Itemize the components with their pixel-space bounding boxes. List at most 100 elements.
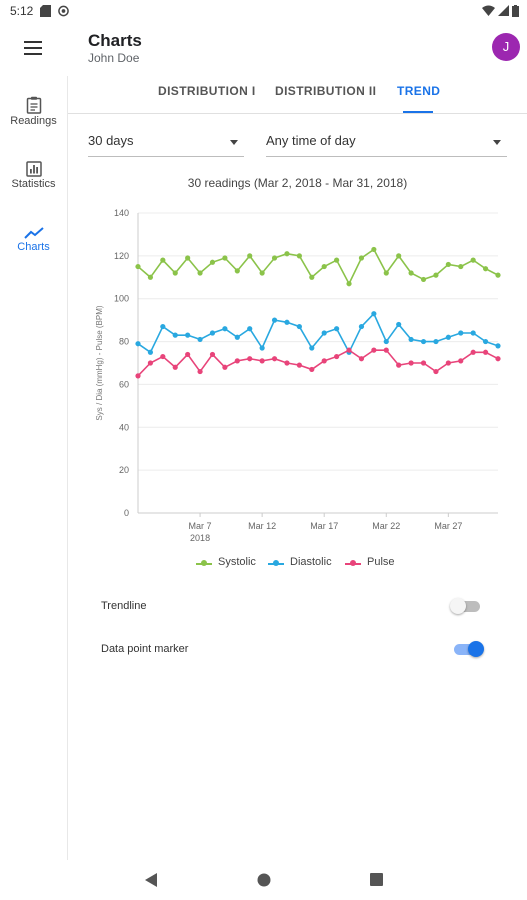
time-of-day-value: Any time of day xyxy=(266,133,356,148)
back-icon[interactable] xyxy=(144,872,158,888)
data-point-marker-toggle[interactable] xyxy=(452,640,486,658)
y-tick-label: 20 xyxy=(119,465,129,475)
legend-marker xyxy=(350,560,356,566)
period-dropdown[interactable]: 30 days xyxy=(88,130,244,157)
pulse-data-point xyxy=(495,356,501,362)
systolic-data-point xyxy=(371,246,377,253)
diastolic-data-point xyxy=(383,338,389,345)
nav-label: Charts xyxy=(17,241,50,253)
pulse-data-point xyxy=(185,351,191,358)
chart-title: 30 readings (Mar 2, 2018 - Mar 31, 2018) xyxy=(187,176,408,190)
pulse-data-point xyxy=(197,368,203,375)
systolic-data-point xyxy=(383,270,389,276)
systolic-data-point xyxy=(209,259,216,265)
recents-icon[interactable] xyxy=(370,873,383,886)
systolic-data-point xyxy=(445,261,451,268)
x-tick-label: Mar 12 xyxy=(248,521,276,531)
trendline-toggle[interactable] xyxy=(450,597,484,615)
pulse-data-point xyxy=(271,356,278,362)
y-axis-title: Sys / Dia (mmHg) - Pulse (BPM) xyxy=(95,305,104,420)
diastolic-data-point xyxy=(209,330,216,336)
systolic-data-point xyxy=(271,255,278,261)
pulse-data-point xyxy=(209,351,216,358)
pulse-data-point xyxy=(420,360,427,366)
pulse-data-point xyxy=(296,362,302,368)
home-icon[interactable] xyxy=(257,873,271,887)
y-tick-label: 40 xyxy=(119,422,129,432)
diastolic-data-point xyxy=(495,343,501,349)
page-title: Charts xyxy=(88,31,142,50)
systolic-data-point xyxy=(296,253,302,259)
y-tick-label: 80 xyxy=(119,337,129,347)
wifi-icon xyxy=(482,5,495,16)
pulse-data-point xyxy=(334,353,340,360)
tab-distribution-2[interactable]: DISTRIBUTION II xyxy=(275,84,377,98)
y-tick-label: 0 xyxy=(124,508,129,518)
systolic-data-point xyxy=(197,270,203,276)
diastolic-series-line xyxy=(137,312,499,355)
diastolic-data-point xyxy=(271,317,278,323)
nav-item-charts[interactable]: Charts xyxy=(0,226,67,253)
pulse-data-point xyxy=(408,360,414,366)
legend-marker xyxy=(273,560,279,566)
diastolic-data-point xyxy=(160,323,166,330)
diastolic-data-point xyxy=(234,334,240,340)
tab-trend[interactable]: TREND xyxy=(397,84,441,98)
diastolic-data-point xyxy=(396,321,402,328)
y-tick-label: 140 xyxy=(114,208,129,218)
systolic-data-point xyxy=(420,276,427,283)
nav-item-statistics[interactable]: Statistics xyxy=(0,161,67,190)
pulse-data-point xyxy=(172,364,178,370)
chevron-down-icon xyxy=(493,140,501,145)
tab-distribution-1[interactable]: DISTRIBUTION I xyxy=(158,84,256,98)
diastolic-data-point xyxy=(222,326,228,332)
diastolic-data-point xyxy=(482,338,489,345)
bar-chart-icon xyxy=(25,161,42,177)
pulse-data-point xyxy=(445,360,451,366)
trendline-label: Trendline xyxy=(101,600,147,612)
diastolic-data-point xyxy=(309,345,315,351)
pulse-data-point xyxy=(433,368,439,375)
systolic-data-point xyxy=(185,255,191,261)
systolic-series-line xyxy=(137,248,499,286)
menu-icon[interactable] xyxy=(24,41,42,55)
systolic-data-point xyxy=(408,270,414,276)
diastolic-data-point xyxy=(371,311,377,317)
x-tick-label: Mar 7 xyxy=(189,521,212,531)
diastolic-data-point xyxy=(470,330,476,336)
pulse-series-line xyxy=(137,349,499,377)
diastolic-data-point xyxy=(420,338,427,345)
systolic-data-point xyxy=(259,270,265,276)
avatar[interactable]: J xyxy=(492,33,520,61)
x-tick-label: Mar 22 xyxy=(372,521,400,531)
switch-track xyxy=(452,601,480,612)
y-tick-label: 120 xyxy=(114,251,129,261)
diastolic-data-point xyxy=(445,334,451,340)
pulse-data-point xyxy=(135,373,141,379)
status-time: 5:12 xyxy=(10,4,34,18)
pulse-data-point xyxy=(160,353,166,360)
diastolic-data-point xyxy=(147,349,154,355)
tab-indicator xyxy=(403,111,433,113)
page-subtitle: John Doe xyxy=(88,51,140,65)
pulse-data-point xyxy=(470,349,476,355)
time-of-day-dropdown[interactable]: Any time of day xyxy=(266,130,507,157)
app-bar: Charts John Doe J xyxy=(0,24,527,76)
pulse-data-point xyxy=(222,364,228,370)
chevron-down-icon xyxy=(230,140,238,145)
diastolic-data-point xyxy=(358,323,365,330)
legend-marker xyxy=(201,560,207,566)
pulse-data-point xyxy=(346,347,352,353)
systolic-data-point xyxy=(396,253,402,259)
diastolic-data-point xyxy=(296,323,302,330)
diastolic-data-point xyxy=(433,338,439,345)
nav-item-readings[interactable]: Readings xyxy=(0,96,67,127)
pulse-data-point xyxy=(358,356,365,362)
systolic-data-point xyxy=(160,257,166,263)
diastolic-data-point xyxy=(458,330,464,336)
nav-rail: Readings Statistics Charts xyxy=(0,76,68,860)
systolic-data-point xyxy=(433,272,439,278)
diastolic-data-point xyxy=(408,336,414,343)
systolic-data-point xyxy=(358,255,365,261)
systolic-data-point xyxy=(470,257,476,263)
